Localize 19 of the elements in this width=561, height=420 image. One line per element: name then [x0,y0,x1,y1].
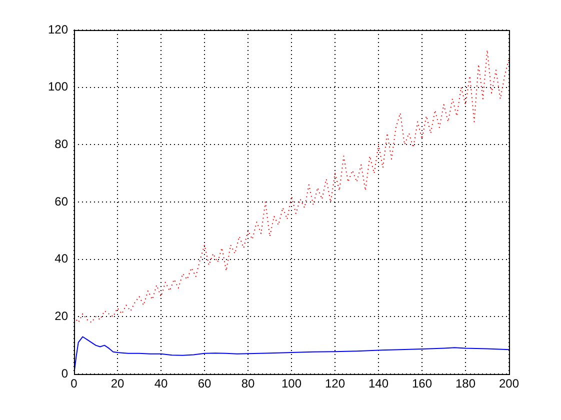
x-tick-label: 120 [324,376,346,391]
x-tick-label: 80 [241,376,255,391]
y-tick-label: 100 [48,80,68,94]
y-tick-label: 0 [61,366,68,380]
x-tick-label: 20 [110,376,124,391]
x-tick-label: 140 [368,376,389,391]
y-tick-label: 60 [54,194,68,208]
x-tick-label: 100 [281,376,302,391]
y-tick-label: 20 [54,308,68,323]
y-tick-label: 120 [48,22,68,36]
y-tick-label: 80 [54,136,68,151]
x-tick-label: 180 [455,376,476,391]
x-tick-label: 160 [412,376,432,391]
x-tick-label: 60 [198,376,212,391]
x-tick-label: 200 [498,376,520,391]
y-tick-label: 40 [54,252,68,266]
x-tick-label: 40 [154,376,168,391]
x-tick-label: 0 [70,376,78,391]
line-series [74,50,509,323]
